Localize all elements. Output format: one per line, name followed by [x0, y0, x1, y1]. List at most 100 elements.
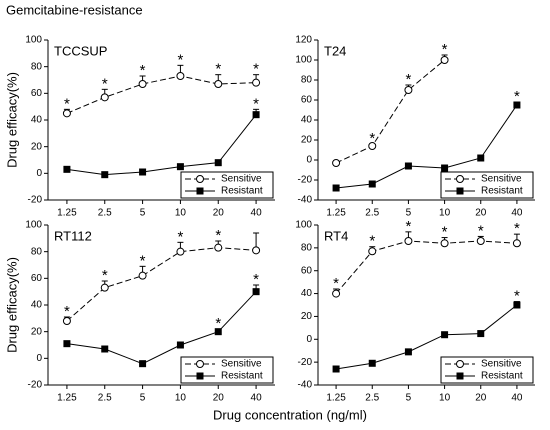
significance-star: *	[215, 61, 221, 78]
series-line	[66, 291, 257, 365]
series-line	[66, 114, 257, 176]
marker	[332, 184, 340, 192]
significance-star: *	[253, 271, 259, 288]
x-tick-label: 20	[213, 393, 225, 404]
legend-label: Resistant	[481, 371, 523, 382]
x-tick-label: 2.5	[98, 208, 112, 219]
y-tick-label: 40	[31, 300, 43, 311]
significance-star: *	[514, 220, 520, 237]
legend-box	[180, 356, 274, 384]
significance-star: *	[442, 41, 448, 58]
x-tick-label: 2.5	[98, 393, 112, 404]
y-tick-label: 0	[306, 155, 312, 166]
significance-star: *	[514, 88, 520, 105]
marker	[512, 239, 521, 248]
marker	[214, 328, 222, 336]
marker	[440, 239, 449, 248]
y-axis-label: Drug efficacy(%)	[4, 72, 19, 168]
y-tick-label: -40	[298, 380, 313, 391]
y-axis-label: Drug efficacy(%)	[4, 257, 19, 353]
marker	[441, 164, 449, 172]
x-tick-label: 2.5	[365, 393, 379, 404]
marker	[332, 159, 341, 167]
legend-box	[440, 356, 534, 384]
marker	[476, 237, 485, 245]
legend-label: Resistant	[221, 186, 263, 197]
y-tick-label: 20	[31, 141, 43, 152]
y-tick-label: 100	[295, 55, 312, 66]
marker	[100, 93, 109, 102]
y-tick-label: 80	[301, 75, 313, 86]
marker	[101, 345, 109, 353]
y-tick-label: 40	[31, 115, 43, 126]
marker	[63, 165, 71, 173]
panel-title: RT112	[54, 228, 92, 243]
y-tick-label: -40	[298, 195, 313, 206]
series-line	[336, 304, 518, 370]
marker	[252, 288, 260, 296]
marker	[441, 331, 449, 339]
y-tick-label: 100	[25, 35, 42, 46]
y-tick-label: 60	[301, 265, 313, 276]
significance-star: *	[405, 71, 411, 88]
significance-star: *	[369, 233, 375, 250]
x-tick-label: 5	[140, 208, 146, 219]
panel-title: T24	[324, 43, 346, 58]
series-line	[66, 75, 257, 114]
x-tick-label: 1.25	[326, 208, 346, 219]
significance-star: *	[64, 303, 70, 320]
significance-star: *	[253, 95, 259, 112]
x-tick-label: 10	[439, 208, 451, 219]
x-tick-label: 2.5	[365, 208, 379, 219]
x-tick-label: 10	[175, 208, 187, 219]
y-tick-label: 80	[301, 242, 313, 253]
marker	[368, 180, 376, 188]
y-tick-label: 60	[31, 273, 43, 284]
x-tick-label: 5	[406, 393, 412, 404]
x-tick-label: 40	[251, 393, 263, 404]
marker	[138, 271, 147, 280]
marker	[456, 360, 464, 368]
significance-star: *	[177, 228, 183, 245]
x-tick-label: 20	[213, 208, 225, 219]
marker	[196, 372, 204, 380]
significance-star: *	[215, 227, 221, 244]
y-tick-label: 0	[306, 334, 312, 345]
x-tick-label: 40	[511, 208, 523, 219]
x-tick-label: 10	[439, 393, 451, 404]
marker	[62, 109, 71, 118]
y-tick-label: 20	[31, 326, 43, 337]
marker	[252, 111, 260, 119]
x-axis-label: Drug concentration (ng/ml)	[213, 407, 367, 422]
y-tick-label: -20	[298, 175, 313, 186]
x-tick-label: 40	[511, 393, 523, 404]
legend-label: Resistant	[221, 371, 263, 382]
marker	[332, 289, 341, 298]
y-tick-label: 20	[301, 135, 313, 146]
marker	[368, 359, 376, 367]
y-tick-label: -20	[298, 357, 313, 368]
marker	[477, 330, 485, 338]
marker	[404, 348, 412, 356]
figure-title: Gemcitabine-resistance	[6, 2, 143, 17]
x-tick-label: 1.25	[57, 208, 77, 219]
x-tick-label: 5	[406, 208, 412, 219]
marker	[176, 163, 184, 171]
marker	[139, 168, 147, 176]
significance-star: *	[140, 62, 146, 79]
legend-label: Sensitive	[481, 359, 522, 370]
marker	[139, 360, 147, 368]
y-tick-label: 40	[301, 115, 313, 126]
marker	[404, 237, 413, 245]
legend-label: Sensitive	[481, 174, 522, 185]
marker	[62, 317, 71, 325]
significance-star: *	[102, 267, 108, 284]
marker	[100, 283, 109, 292]
panel-title: RT4	[324, 228, 348, 243]
y-tick-label: -20	[28, 195, 43, 206]
significance-star: *	[215, 315, 221, 332]
legend-box	[440, 171, 534, 199]
series-line	[336, 104, 518, 189]
marker	[196, 175, 204, 183]
